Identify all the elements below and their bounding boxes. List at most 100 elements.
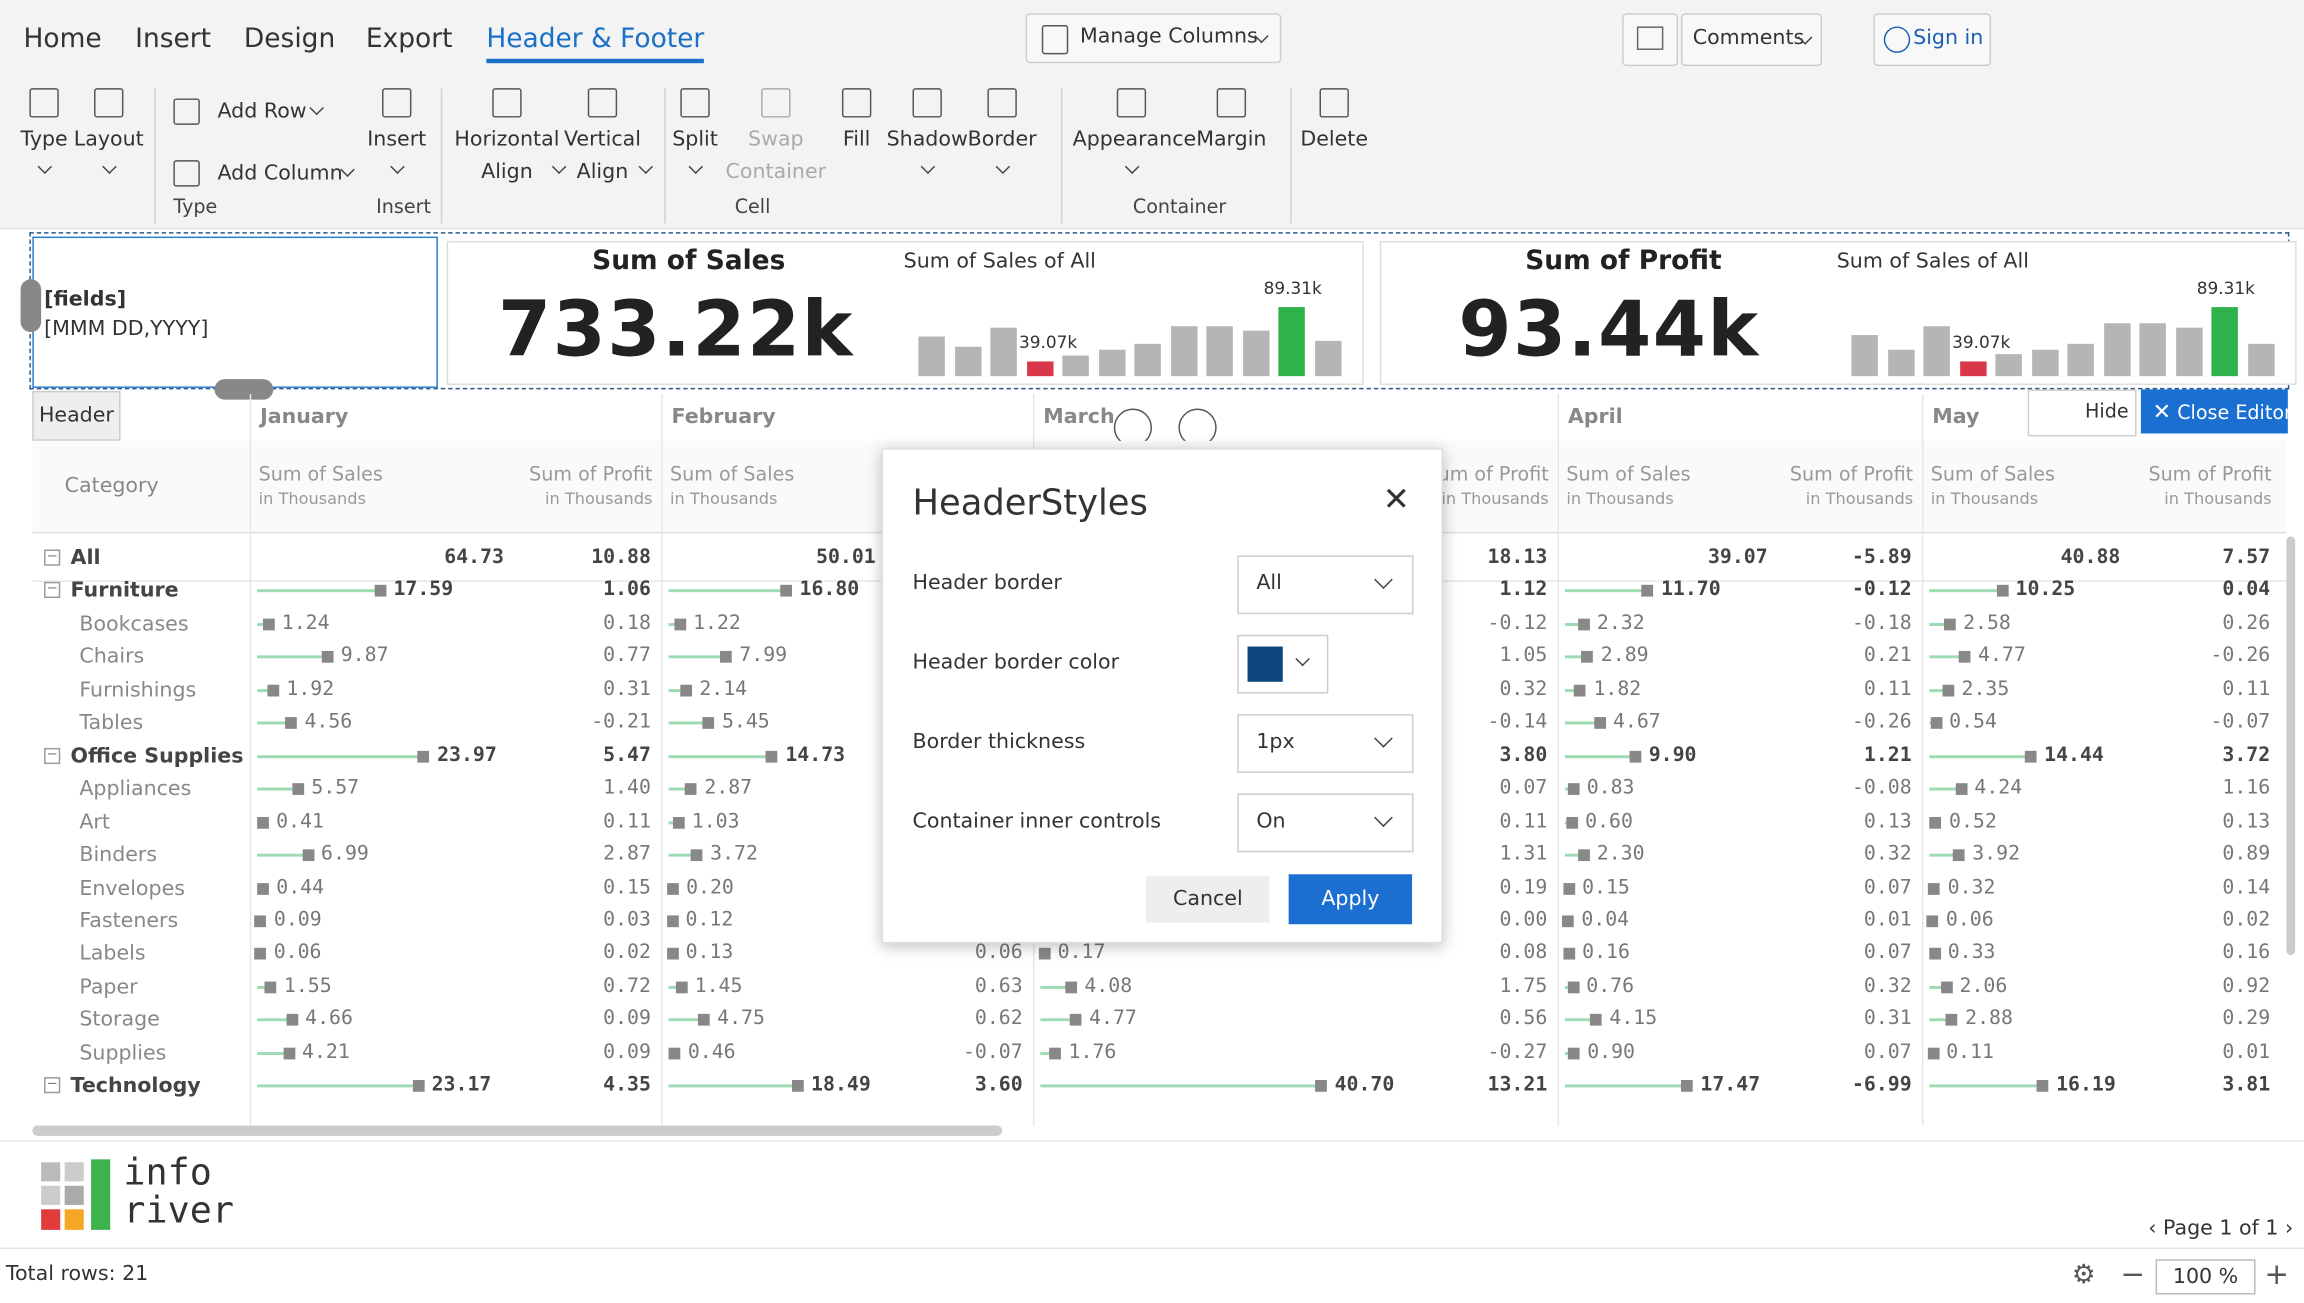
color-picker[interactable] [1237,634,1329,694]
spark-bar [2175,327,2202,377]
cell-value: 0.04 [1581,907,1630,932]
spark-bar [1170,325,1197,377]
tab[interactable]: Insert [135,23,212,55]
header-text: in Thousands [1566,489,1674,509]
ribbon-button[interactable]: Horizontal Align [448,85,567,194]
cell-value: 3.80 [1499,743,1548,767]
tab[interactable]: Home [23,23,102,55]
chevron [920,159,936,175]
table: January February March April May Category Sum … [0,393,2304,1126]
data-bar [1929,688,1946,692]
header-text: in Thousands [670,489,778,509]
month-label: February [671,405,776,430]
close-button[interactable]: ✕ [1382,481,1410,519]
logo-square [41,1185,61,1205]
max-label: 89.31k [2196,277,2255,299]
header-tag[interactable]: Header [32,390,121,441]
header-text: Sum of Sales [1930,464,2056,487]
ribbon-button[interactable]: Fill [798,85,916,194]
cell-value: 0.54 [1949,710,1997,734]
ribbon-button[interactable]: Delete [1275,85,1393,194]
expand-toggle[interactable]: − [44,747,61,764]
tab[interactable]: Design [243,23,336,55]
cell-value: 1.75 [1499,973,1548,998]
cell-value: 0.32 [1863,973,1912,998]
cell-value: 0.01 [2222,1039,2271,1064]
scrollbar[interactable] [32,1125,1003,1136]
ribbon-button[interactable]: Add Column [173,159,364,191]
ribbon-button[interactable]: Add Row [173,97,364,129]
data-bar-marker [1065,981,1078,994]
close-editor-button[interactable]: ✕ Close Editor [2140,389,2292,434]
cell-value: 0.11 [603,809,651,833]
cell-value: 1.45 [694,973,743,998]
cell-value: 0.09 [603,1006,651,1031]
zoom-in-button[interactable]: + [2264,1256,2289,1292]
dropdown[interactable]: All [1237,555,1414,615]
cell-value: 2.06 [1959,973,2008,998]
settings-button[interactable]: ⚙ [2071,1259,2096,1291]
data-bar-marker [264,981,277,994]
drag-handle[interactable] [214,379,274,400]
comments-button[interactable]: Comments [1680,13,1823,67]
data-bar-marker [1953,849,1965,862]
tab[interactable]: Header & Footer [486,24,705,64]
cell-value: 1.03 [691,809,740,833]
button-label: Shadow [886,127,968,152]
ribbon-button[interactable]: Margin [1173,85,1291,194]
data-bar-marker [1038,948,1051,961]
cell-value: 10.88 [591,545,651,569]
ribbon-button[interactable]: Layout [50,85,168,194]
add-comment-button[interactable] [1622,13,1679,67]
fields-box[interactable]: [fields] [MMM DD,YYYY] [32,236,438,388]
scrollbar[interactable] [2286,536,2296,956]
tab[interactable]: Export [365,23,453,55]
cell-value: 5.47 [603,743,651,767]
month-label: April [1567,405,1623,430]
ribbon-button[interactable]: Shadow [868,85,986,194]
row-label: Technology [70,1074,201,1098]
cell-value: 0.11 [2222,677,2271,701]
data-bar-marker [685,783,697,796]
cell-value: 0.92 [2222,973,2271,998]
data-bar-marker [286,1014,298,1027]
data-bar-marker [1563,948,1575,961]
dropdown[interactable]: On [1237,793,1414,853]
manage-columns-button[interactable]: Manage Columns [1025,13,1282,64]
ribbon-button[interactable]: Vertical Align [544,85,662,194]
drag-handle[interactable] [20,279,42,333]
cell-value: 0.11 [1863,677,1912,701]
button-label: Layout [73,127,144,152]
data-bar-marker [1069,1014,1082,1027]
expand-toggle[interactable]: − [44,1077,61,1094]
cell-value: 0.13 [685,940,734,965]
ribbon-button[interactable]: Split [636,85,754,194]
hide-button[interactable]: Hide [2027,389,2137,437]
row-label: Bookcases [79,612,189,637]
cell-value: 0.19 [1499,875,1548,899]
pagination[interactable]: ‹ Page 1 of 1 › [2148,1216,2294,1241]
data-bar-marker [1958,651,1971,664]
cell-value: -0.21 [591,710,651,734]
data-bar-marker [374,585,387,598]
spark-bar [1887,349,1914,377]
spark-bar [2211,307,2238,377]
button-label: Vertical [563,127,641,152]
logo-bar [91,1159,111,1230]
apply-button[interactable]: Apply [1288,874,1413,925]
ribbon-button[interactable]: Insert [338,85,456,194]
zoom-level[interactable]: 100 % [2155,1259,2256,1295]
expand-toggle[interactable]: − [44,549,61,566]
ribbon-button[interactable]: Appearance [1073,85,1196,194]
cancel-button[interactable]: Cancel [1146,875,1270,923]
dropdown-value: 1px [1256,730,1295,754]
expand-toggle[interactable]: − [44,582,61,599]
ribbon-button[interactable]: Type [0,85,103,194]
sign-in-button[interactable]: Sign in [1873,13,1992,67]
ribbon-button[interactable]: Border [943,85,1061,194]
cell-value: 4.77 [1089,1006,1137,1031]
dropdown[interactable]: 1px [1237,714,1414,773]
cell-value: 1.55 [283,973,332,998]
zoom-out-button[interactable]: − [2120,1256,2145,1292]
